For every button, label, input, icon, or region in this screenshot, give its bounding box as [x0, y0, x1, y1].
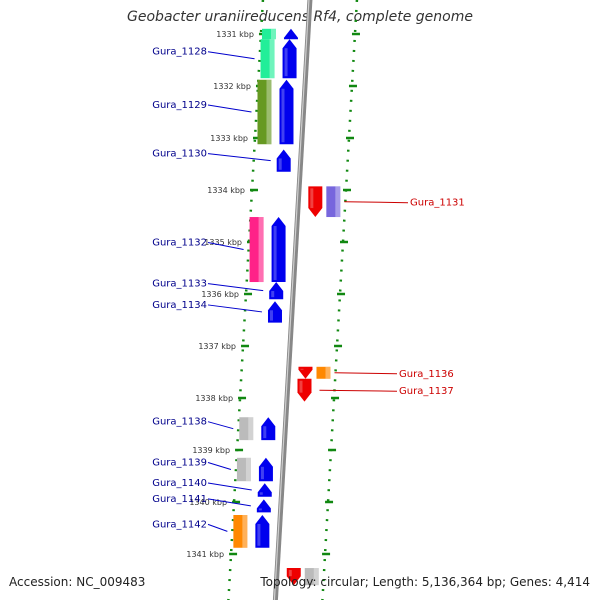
kbp-tick-label: 1338 kbp	[195, 394, 233, 403]
cog-category-box	[260, 39, 275, 79]
gene-label: Gura_1139	[152, 458, 207, 469]
left-dotted-track	[227, 0, 265, 600]
gene-arrow	[255, 515, 270, 548]
cog-category-shade	[325, 366, 331, 379]
gene-label-leader	[207, 482, 252, 491]
gene-arrow-shade	[288, 570, 292, 577]
gene-arrow	[308, 186, 323, 218]
gene-arrow-shade	[260, 466, 264, 480]
gene-label-leader	[207, 462, 232, 470]
gene-arrow-shade	[258, 508, 262, 511]
gene-arrow-shade	[269, 310, 273, 321]
gene-label-leader	[207, 498, 251, 507]
cog-category-shade	[266, 79, 272, 145]
cog-category-box	[257, 79, 272, 145]
gene-label-leader	[207, 304, 263, 313]
gene-arrow-shade	[299, 380, 303, 393]
cog-category-shade	[270, 28, 276, 40]
gene-arrow	[267, 301, 282, 323]
gene-arrow	[271, 217, 286, 283]
cog-category-shade	[245, 457, 251, 482]
accession-label: Accession: NC_009483	[9, 575, 146, 589]
cog-category-shade	[335, 186, 341, 218]
gene-arrow	[261, 417, 276, 441]
gene-label: Gura_1142	[152, 519, 207, 530]
gene-label: Gura_1129	[152, 100, 207, 111]
gene-arrow	[286, 568, 301, 586]
gene-label: Gura_1133	[152, 279, 207, 290]
cog-category-box	[304, 568, 319, 586]
gene-arrow	[282, 39, 297, 79]
cog-category-box	[249, 217, 264, 283]
gene-label-leader	[207, 51, 255, 60]
kbp-tick-label: 1334 kbp	[207, 186, 245, 195]
gene-arrow-shade	[300, 368, 304, 370]
kbp-tick-label: 1340 kbp	[189, 498, 227, 507]
cog-category-box	[316, 366, 331, 379]
gene-arrow-shade	[259, 492, 263, 495]
gene-label: Gura_1137	[399, 386, 454, 397]
gene-label: Gura_1130	[152, 149, 207, 160]
gene-label: Gura_1132	[152, 238, 207, 249]
gene-arrow-shade	[271, 291, 275, 298]
right-dotted-track	[321, 0, 359, 600]
kbp-tick-label: 1331 kbp	[216, 30, 254, 39]
genome-backbone	[272, 0, 313, 600]
gene-arrow	[283, 28, 298, 40]
gene-label: Gura_1134	[152, 300, 207, 311]
cog-category-shade	[258, 217, 264, 283]
gene-label-leader	[207, 242, 244, 251]
gene-arrow-shade	[263, 426, 267, 439]
gene-label: Gura_1136	[399, 369, 454, 380]
cog-category-shade	[242, 515, 248, 548]
cog-category-box	[261, 28, 276, 40]
gene-label: Gura_1141	[152, 494, 207, 505]
genome-backbone-highlight	[273, 0, 310, 600]
gene-label-leader	[207, 104, 252, 113]
gene-label-leader	[207, 421, 234, 430]
gene-label: Gura_1138	[152, 417, 207, 428]
gene-arrow-shade	[273, 226, 277, 281]
kbp-tick-label: 1337 kbp	[198, 342, 236, 351]
gene-arrow	[298, 366, 313, 379]
kbp-tick-label: 1335 kbp	[204, 238, 242, 247]
kbp-tick-label: 1333 kbp	[210, 134, 248, 143]
cog-category-shade	[313, 568, 319, 586]
gene-label-leader	[319, 389, 398, 392]
cog-category-box	[326, 186, 341, 218]
map-title: Geobacter uraniireducens Rf4, complete g…	[127, 9, 473, 25]
gene-label: Gura_1140	[152, 478, 207, 489]
gene-arrow	[297, 378, 312, 402]
gene-label-leader	[207, 283, 264, 292]
gene-label-leader	[334, 372, 398, 375]
cog-category-box	[233, 515, 248, 548]
gene-arrow-shade	[310, 188, 314, 209]
cog-category-box	[236, 457, 251, 482]
gene-arrow	[256, 499, 271, 513]
kbp-tick-label: 1332 kbp	[213, 82, 251, 91]
gene-label: Gura_1128	[152, 47, 207, 58]
gene-arrow-shade	[278, 158, 282, 170]
cog-category-shade	[269, 39, 275, 79]
gene-arrow-shade	[284, 48, 288, 77]
gene-arrow	[258, 457, 273, 482]
gene-label-leader	[207, 153, 271, 162]
cog-category-shade	[248, 417, 254, 441]
gene-arrow	[276, 149, 291, 172]
kbp-tick-label: 1341 kbp	[186, 550, 224, 559]
gene-arrow	[269, 282, 284, 300]
gene-label-leader	[207, 523, 228, 532]
cog-category-box	[239, 417, 254, 441]
gene-arrow-shade	[281, 88, 285, 143]
kbp-tick-label: 1336 kbp	[201, 290, 239, 299]
gene-arrow	[257, 483, 272, 497]
gene-label-leader	[344, 201, 409, 204]
gene-label: Gura_1131	[410, 198, 465, 209]
gene-arrow	[279, 79, 294, 145]
kbp-tick-label: 1339 kbp	[192, 446, 230, 455]
genome-summary: Topology: circular; Length: 5,136,364 bp…	[260, 575, 590, 589]
gene-arrow-shade	[257, 524, 261, 546]
